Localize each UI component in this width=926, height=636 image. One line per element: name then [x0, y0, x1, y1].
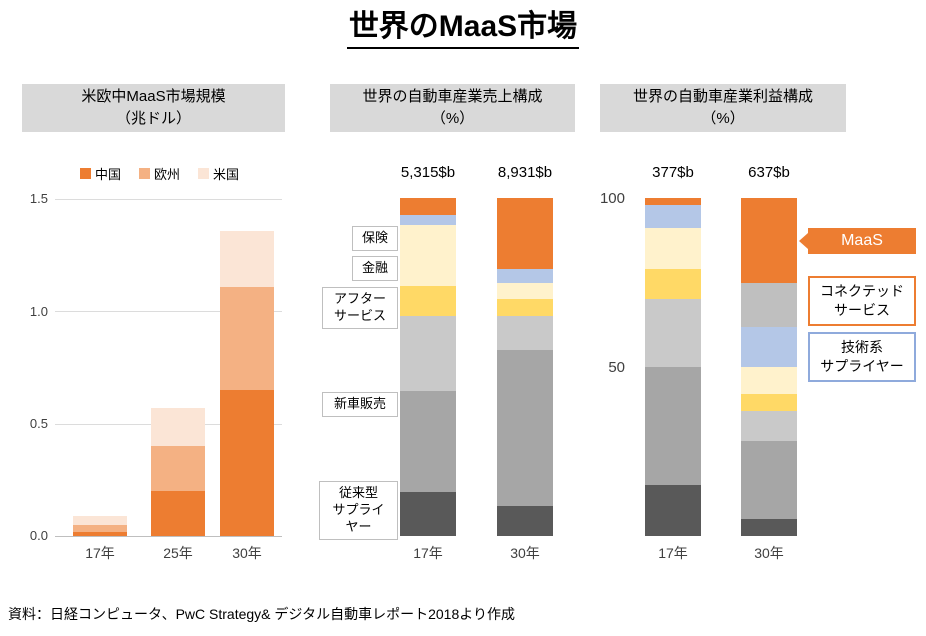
label-insurance: 保険	[352, 226, 398, 251]
legend-label-us: 米国	[213, 167, 240, 182]
legend: 中国 欧州 米国	[80, 164, 239, 183]
bar-segment-技術系サプライヤー	[741, 326, 797, 368]
bar-segment-中国	[151, 491, 205, 536]
chart2-header-line2: （%）	[430, 110, 475, 127]
label-connected-service: コネクテッド サービス	[808, 276, 916, 326]
bar-segment-MaaS	[741, 198, 797, 283]
chart2-header: 世界の自動車産業売上構成 （%）	[330, 84, 575, 132]
label-traditional-supplier: 従来型 サプライ ヤー	[319, 481, 398, 540]
bar-segment-技術系サプライヤー	[400, 215, 456, 226]
chart2-header-line1: 世界の自動車産業売上構成	[362, 88, 543, 105]
legend-item-europe: 欧州	[139, 164, 180, 183]
title-row: 世界のMaaS市場	[0, 8, 926, 49]
revenue-total-17: 5,315$b	[400, 164, 456, 181]
chart1-header: 米欧中MaaS市場規模 （兆ドル）	[22, 84, 285, 132]
bar-segment-金融	[645, 269, 701, 300]
profit-total-17: 377$b	[652, 164, 694, 181]
bar-segment-保険	[645, 228, 701, 270]
bar-segment-MaaS	[497, 198, 553, 270]
bar-segment-アフターサービス	[741, 411, 797, 442]
bar-segment-コネクテッドサービス	[741, 282, 797, 327]
legend-label-china: 中国	[95, 167, 122, 182]
xtick-c1-17: 17年	[85, 545, 115, 561]
x-axis-line	[55, 536, 282, 537]
bar-segment-従来型サプライヤー	[497, 505, 553, 536]
xtick-c1-30: 30年	[232, 545, 262, 561]
ytick-50: 50	[608, 359, 625, 376]
bar-segment-中国	[220, 390, 274, 536]
revenue-total-30: 8,931$b	[497, 164, 553, 181]
legend-item-us: 米国	[198, 164, 239, 183]
gridline-1-5	[55, 199, 282, 200]
bar-segment-欧州	[220, 286, 274, 390]
bar-segment-保険	[497, 282, 553, 300]
bar-segment-アフターサービス	[400, 316, 456, 391]
legend-label-europe: 欧州	[154, 167, 181, 182]
europe-swatch-icon	[139, 168, 151, 179]
source-note: 資料：日経コンピュータ、PwC Strategy& デジタル自動車レポート201…	[8, 606, 515, 622]
bar-segment-新車販売	[497, 350, 553, 506]
bar-segment-金融	[741, 394, 797, 412]
chart3-header: 世界の自動車産業利益構成 （%）	[600, 84, 846, 132]
bar-segment-MaaS	[400, 198, 456, 216]
ytick-0-5: 0.5	[29, 416, 48, 431]
bar-segment-保険	[400, 225, 456, 286]
bar-segment-MaaS	[645, 197, 701, 205]
bar-segment-欧州	[73, 524, 127, 532]
revenue-bar-17	[400, 198, 456, 536]
label-after-service: アフター サービス	[322, 287, 398, 329]
bar-segment-米国	[151, 408, 205, 447]
page-title: 世界のMaaS市場	[346, 8, 580, 49]
chart3-header-line1: 世界の自動車産業利益構成	[632, 88, 813, 105]
ytick-0-0: 0.0	[29, 528, 48, 543]
bar-segment-金融	[400, 285, 456, 317]
profit-bar-30	[741, 198, 797, 536]
bar-segment-従来型サプライヤー	[645, 485, 701, 536]
bar-segment-新車販売	[400, 390, 456, 493]
xtick-c2-17: 17年	[413, 545, 443, 561]
china-swatch-icon	[80, 168, 91, 179]
bar-segment-技術系サプライヤー	[497, 269, 553, 283]
profit-bar-17	[645, 197, 701, 536]
bar-segment-金融	[497, 299, 553, 317]
maas-size-bar-30	[220, 199, 274, 536]
xtick-c1-25: 25年	[163, 545, 193, 561]
ytick-100: 100	[599, 190, 625, 207]
xtick-c2-30: 30年	[510, 545, 540, 561]
chart3-header-line2: （%）	[701, 110, 745, 127]
label-tech-supplier: 技術系 サプライヤー	[808, 332, 916, 382]
us-swatch-icon	[198, 168, 210, 179]
gridline-1-0	[55, 311, 282, 312]
xtick-c3-30: 30年	[754, 545, 784, 561]
maas-size-bar-25	[151, 199, 205, 536]
label-finance: 金融	[352, 256, 398, 281]
bar-segment-従来型サプライヤー	[400, 492, 456, 536]
label-new-car-sales: 新車販売	[322, 392, 398, 417]
bar-segment-新車販売	[741, 441, 797, 520]
chart1-header-line2: （兆ドル）	[115, 110, 191, 127]
legend-item-china: 中国	[80, 164, 121, 183]
bar-segment-技術系サプライヤー	[645, 204, 701, 229]
chart1-header-line1: 米欧中MaaS市場規模	[81, 88, 226, 105]
bar-segment-新車販売	[645, 367, 701, 486]
xtick-c3-17: 17年	[658, 545, 688, 561]
bar-segment-中国	[73, 531, 127, 536]
profit-total-30: 637$b	[748, 164, 790, 181]
bar-segment-アフターサービス	[497, 316, 553, 351]
bar-segment-従来型サプライヤー	[741, 519, 797, 536]
bar-segment-米国	[73, 515, 127, 525]
ytick-1-5: 1.5	[29, 191, 48, 206]
bar-segment-米国	[220, 230, 274, 287]
label-maas: MaaS	[808, 228, 916, 254]
maas-size-bar-17	[73, 199, 127, 536]
bar-segment-保険	[741, 367, 797, 395]
bar-segment-アフターサービス	[645, 299, 701, 368]
bar-segment-欧州	[151, 446, 205, 492]
ytick-1-0: 1.0	[29, 304, 48, 319]
revenue-bar-30	[497, 198, 553, 536]
